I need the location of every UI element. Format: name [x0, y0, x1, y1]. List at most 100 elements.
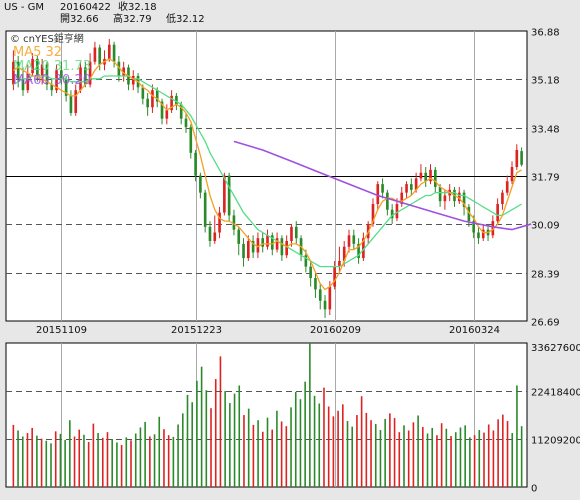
- legend-item: MA60 30.20: [13, 73, 91, 88]
- candle-body: [467, 206, 471, 222]
- volume-bar: [431, 427, 434, 487]
- candle-body: [12, 61, 15, 85]
- volume-bar: [516, 385, 518, 487]
- volume-bar: [214, 379, 217, 487]
- volume-bar: [252, 424, 255, 487]
- volume-bar: [351, 426, 354, 487]
- candle-body: [333, 266, 336, 287]
- volume-bar: [365, 412, 368, 487]
- volume-bar: [101, 437, 104, 487]
- x-tick-label: 20160209: [310, 325, 361, 336]
- volume-bar: [87, 442, 90, 487]
- candle-body: [520, 151, 523, 165]
- volume-bar: [257, 420, 259, 487]
- candle-body: [270, 235, 274, 250]
- volume-bar: [200, 366, 203, 487]
- volume-bar: [384, 418, 386, 487]
- ma60-line: [233, 140, 532, 231]
- volume-bar: [59, 433, 62, 487]
- volume-bar: [261, 431, 264, 487]
- candle-body: [74, 90, 78, 113]
- candle-body: [328, 286, 332, 310]
- candle-body: [376, 184, 380, 205]
- candle-body: [36, 58, 39, 76]
- candle-body: [232, 215, 236, 230]
- candle-body: [395, 204, 399, 219]
- volume-bar: [144, 421, 146, 487]
- volume-bar: [116, 442, 118, 487]
- volume-bar: [290, 407, 292, 487]
- y-tick-label: 36.88: [531, 28, 560, 39]
- candle-body: [314, 278, 317, 290]
- candle-body: [357, 243, 360, 259]
- candle-body: [40, 64, 44, 76]
- volume-bar: [210, 408, 212, 487]
- watermark-label: © cnYES鉅亨網: [10, 32, 84, 45]
- volume-bar: [158, 416, 161, 487]
- x-tick-label: 20151109: [36, 325, 87, 336]
- volume-bar: [97, 433, 99, 487]
- candle-body: [247, 241, 250, 259]
- x-tick-label: 20160324: [449, 325, 500, 336]
- candle-body: [338, 260, 341, 267]
- candle-body: [112, 44, 116, 62]
- volume-bar: [266, 417, 269, 487]
- candle-body: [256, 238, 260, 253]
- volume-bar: [167, 435, 170, 487]
- close-label: 收32.18: [118, 2, 157, 13]
- candle-body: [83, 67, 87, 85]
- volume-bar: [276, 410, 278, 487]
- volume-bar: [238, 385, 241, 487]
- candle-body: [69, 95, 73, 113]
- volume-bar: [21, 436, 24, 487]
- candle-body: [405, 184, 408, 193]
- candle-body: [414, 178, 418, 190]
- volume-bar: [502, 414, 504, 487]
- y-tick-label: 30.09: [531, 221, 560, 232]
- candle-body: [419, 172, 423, 179]
- candle-body: [184, 118, 188, 128]
- ma5-line: [13, 58, 522, 291]
- volume-bar: [205, 390, 208, 487]
- candle-body: [481, 229, 485, 239]
- volume-bar: [78, 429, 81, 487]
- volume-bar: [520, 426, 523, 487]
- volume-bar: [393, 418, 396, 487]
- candle-body: [88, 61, 92, 85]
- volume-bar: [407, 430, 410, 487]
- candle-body: [189, 127, 193, 153]
- volume-bar: [492, 430, 495, 487]
- candle-body: [390, 209, 394, 219]
- candle-body: [107, 44, 111, 59]
- volume-bar: [280, 421, 283, 487]
- volume-bar: [398, 432, 401, 487]
- volume-bar: [69, 420, 71, 487]
- candle-body: [146, 98, 149, 108]
- volume-bar: [459, 427, 462, 487]
- candle-body: [491, 221, 495, 236]
- volume-bar: [332, 416, 335, 487]
- candle-body: [294, 226, 298, 239]
- volume-bar: [374, 424, 377, 487]
- volume-bar: [106, 432, 109, 487]
- volume-y-tick-label: 22418400: [531, 388, 580, 399]
- volume-y-tick-label: 0: [531, 484, 537, 495]
- candle-body: [410, 184, 413, 190]
- volume-bar: [285, 426, 288, 487]
- volume-bar: [36, 435, 38, 487]
- candle-body: [400, 192, 404, 205]
- candle-body: [438, 186, 442, 202]
- candle-body: [194, 152, 197, 176]
- volume-bar: [111, 439, 113, 487]
- candle-body: [362, 238, 365, 259]
- volume-y-tick-label: 33627600: [531, 343, 580, 354]
- candle-body: [429, 169, 432, 182]
- y-tick-label: 33.48: [531, 125, 560, 136]
- candle-body: [165, 110, 169, 119]
- candle-body: [424, 172, 428, 182]
- candle-body: [155, 90, 159, 102]
- candle-body: [31, 58, 34, 74]
- volume-bar: [469, 437, 471, 487]
- volume-bar: [92, 423, 95, 487]
